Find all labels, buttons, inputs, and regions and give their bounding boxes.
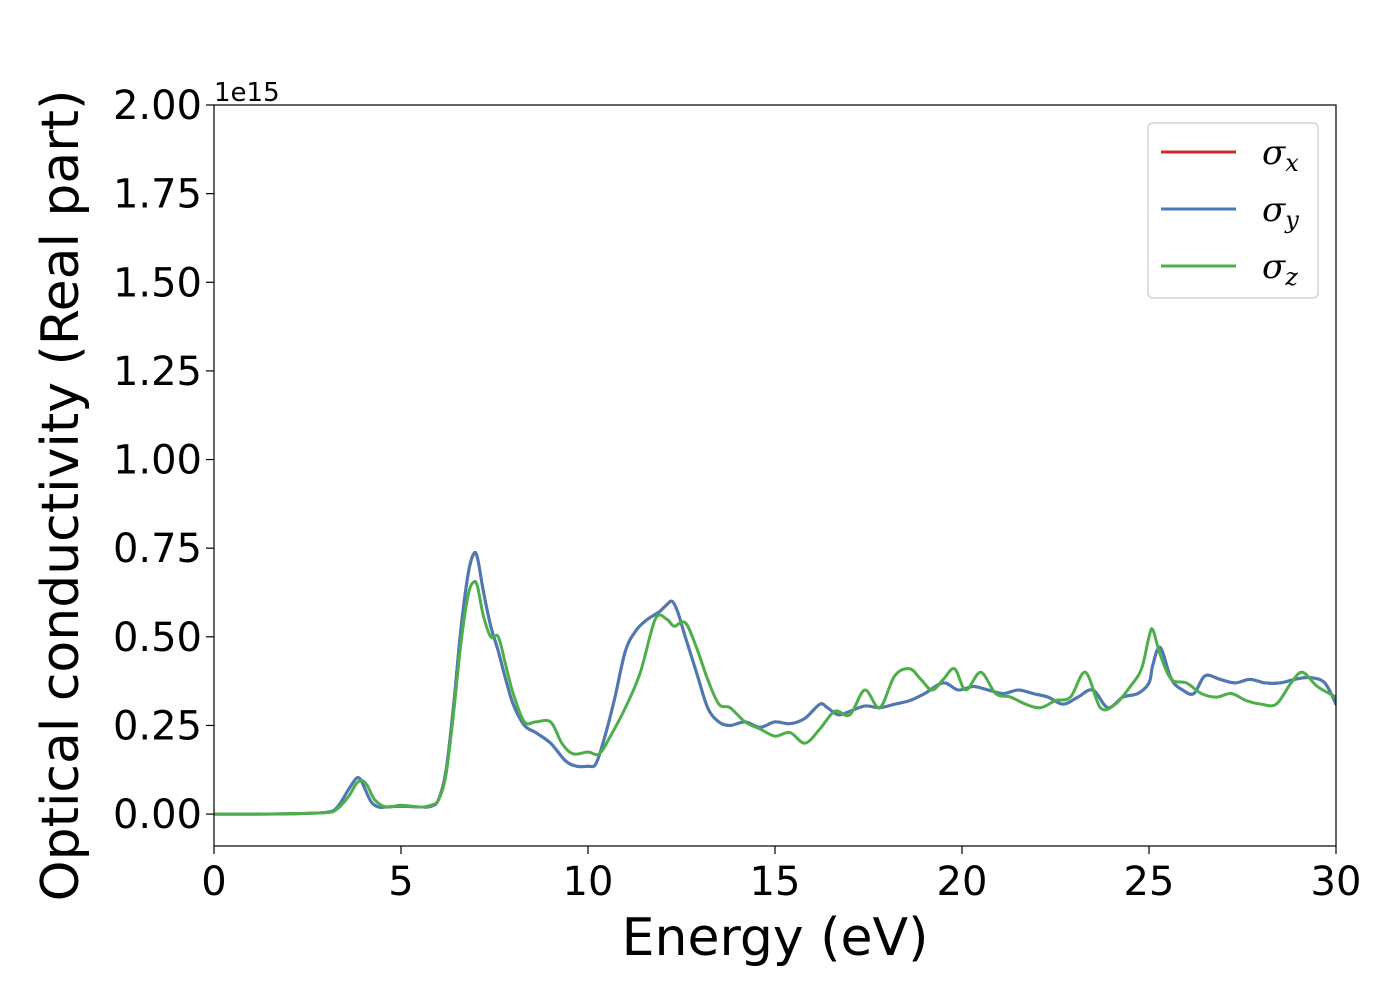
legend-symbol: σ: [1262, 133, 1286, 173]
y-tick-label: 1.25: [113, 349, 202, 395]
x-tick-label: 10: [563, 859, 614, 905]
x-tick-label: 0: [201, 859, 226, 905]
y-axis-ticks: 0.00 0.25 0.50 0.75 1.00 1.25 1.50 1.75 2.00: [113, 83, 214, 838]
x-tick-label: 15: [750, 859, 801, 905]
y-offset-text: 1e15: [214, 78, 280, 108]
legend-symbol: σ: [1262, 247, 1286, 287]
legend-subscript: z: [1284, 263, 1298, 291]
legend-label-y: σy: [1262, 190, 1299, 234]
legend-subscript: y: [1284, 206, 1299, 234]
legend-label-x: σx: [1262, 133, 1299, 177]
y-tick-label: 1.75: [113, 172, 202, 218]
y-tick-label: 0.25: [113, 703, 202, 749]
x-tick-label: 5: [388, 859, 413, 905]
y-tick-label: 2.00: [113, 83, 202, 129]
x-tick-label: 30: [1311, 859, 1362, 905]
legend-symbol: σ: [1262, 190, 1286, 230]
y-tick-label: 1.50: [113, 260, 202, 306]
series-layer: [214, 550, 1336, 816]
x-tick-label: 25: [1124, 859, 1175, 905]
legend-subscript: x: [1285, 149, 1299, 177]
x-axis-label: Energy (eV): [622, 908, 929, 968]
series-line-z: [214, 579, 1336, 816]
y-axis-label: Optical conductivity (Real part): [31, 90, 91, 902]
y-tick-label: 0.50: [113, 615, 202, 661]
y-tick-label: 1.00: [113, 438, 202, 484]
x-tick-label: 20: [937, 859, 988, 905]
y-tick-label: 0.75: [113, 526, 202, 572]
legend-label-z: σz: [1262, 247, 1298, 291]
y-tick-label: 0.00: [113, 792, 202, 838]
x-axis-ticks: 0 5 10 15 20 25 30: [201, 846, 1361, 905]
